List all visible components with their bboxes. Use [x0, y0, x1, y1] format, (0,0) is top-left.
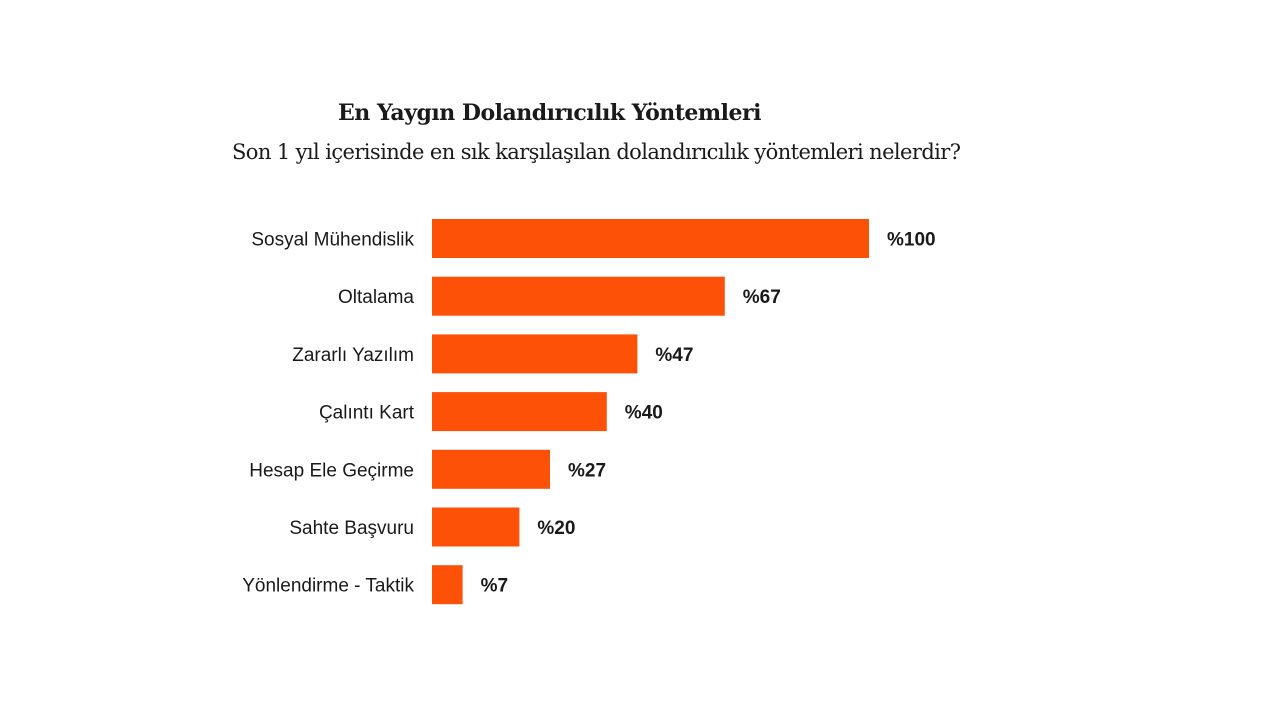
chart-subtitle: Son 1 yıl içerisinde en sık karşılaşılan…: [232, 140, 961, 164]
value-label: %100: [887, 230, 936, 251]
bar: [432, 392, 607, 432]
category-label: Oltalama: [338, 287, 414, 308]
bar: [432, 276, 725, 316]
category-label: Sosyal Mühendislik: [251, 230, 414, 251]
value-label: %20: [537, 518, 575, 539]
category-label: Çalıntı Kart: [319, 403, 415, 424]
bar: [432, 565, 463, 605]
category-label: Yönlendirme - Taktik: [242, 576, 414, 597]
category-label: Hesap Ele Geçirme: [249, 460, 414, 481]
value-label: %67: [743, 287, 781, 308]
value-label: %47: [655, 345, 693, 366]
value-label: %7: [481, 576, 508, 597]
value-label: %27: [568, 460, 606, 481]
category-label: Sahte Başvuru: [289, 518, 414, 539]
bar: [432, 219, 869, 258]
bar: [432, 507, 520, 547]
category-label: Zararlı Yazılım: [292, 345, 414, 366]
bar: [432, 449, 550, 489]
bar: [432, 334, 638, 374]
value-label: %40: [625, 403, 663, 424]
chart-title: En Yaygın Dolandırıcılık Yöntemleri: [338, 100, 761, 126]
